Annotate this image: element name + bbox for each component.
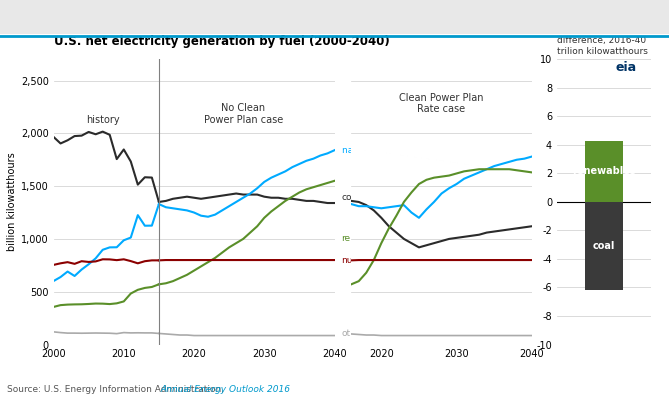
Text: natural gas: natural gas bbox=[342, 146, 393, 155]
Bar bbox=[585, 141, 623, 202]
Text: nuclear: nuclear bbox=[342, 255, 375, 265]
FancyBboxPatch shape bbox=[117, 0, 217, 34]
Bar bbox=[585, 202, 623, 290]
FancyBboxPatch shape bbox=[217, 0, 398, 34]
Text: other: other bbox=[342, 329, 366, 339]
Text: Reference case: Reference case bbox=[19, 12, 98, 22]
Text: coal: coal bbox=[342, 193, 360, 202]
Text: Cumulative
difference, 2016-40
trilion kilowatthours: Cumulative difference, 2016-40 trilion k… bbox=[557, 26, 648, 56]
Text: Source: U.S. Energy Information Administration,: Source: U.S. Energy Information Administ… bbox=[7, 385, 227, 394]
Text: Annual Energy Outlook 2016: Annual Energy Outlook 2016 bbox=[161, 385, 291, 394]
Text: Extended case: Extended case bbox=[421, 12, 498, 22]
FancyBboxPatch shape bbox=[0, 0, 117, 34]
Y-axis label: billion kilowatthours: billion kilowatthours bbox=[7, 152, 17, 251]
Text: history: history bbox=[86, 115, 120, 125]
Text: eia: eia bbox=[615, 61, 637, 74]
FancyBboxPatch shape bbox=[398, 0, 522, 34]
Text: coal: coal bbox=[593, 241, 615, 251]
Text: renewables: renewables bbox=[572, 166, 636, 176]
Text: Rate case: Rate case bbox=[138, 12, 196, 22]
Text: Interregional Trading case: Interregional Trading case bbox=[240, 12, 375, 22]
Text: No Clean
Power Plan case: No Clean Power Plan case bbox=[203, 103, 283, 125]
Text: renewables: renewables bbox=[342, 234, 393, 244]
Text: U.S. net electricity generation by fuel (2000-2040): U.S. net electricity generation by fuel … bbox=[54, 34, 389, 48]
Text: Clean Power Plan
Rate case: Clean Power Plan Rate case bbox=[399, 93, 484, 114]
